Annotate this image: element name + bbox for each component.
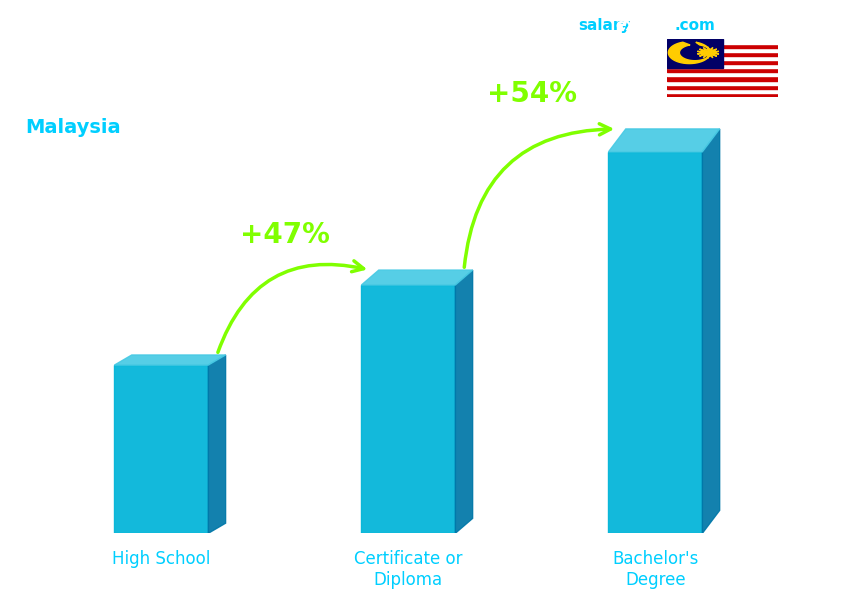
Bar	[667, 88, 778, 93]
Bar	[667, 39, 778, 44]
Bar	[667, 68, 778, 72]
Bar	[667, 52, 778, 56]
Bar	[667, 93, 778, 97]
Bar	[667, 39, 722, 68]
Text: Salary Comparison By Education: Salary Comparison By Education	[26, 18, 534, 46]
Polygon shape	[208, 355, 225, 533]
Bar	[667, 44, 778, 48]
Polygon shape	[115, 355, 225, 365]
Polygon shape	[668, 42, 711, 64]
Bar	[667, 64, 778, 68]
Text: .com: .com	[674, 18, 715, 33]
Bar	[667, 85, 778, 88]
Text: 3,810 MYR: 3,810 MYR	[551, 106, 642, 121]
Polygon shape	[115, 365, 208, 533]
Text: Malaysia: Malaysia	[26, 118, 121, 137]
Polygon shape	[697, 47, 719, 58]
Polygon shape	[361, 270, 473, 285]
Polygon shape	[609, 152, 702, 533]
Bar	[667, 81, 778, 85]
Polygon shape	[702, 129, 720, 533]
Text: explorer: explorer	[615, 18, 688, 33]
Polygon shape	[456, 270, 473, 533]
Text: +54%: +54%	[487, 80, 577, 108]
Polygon shape	[609, 129, 720, 152]
Bar	[667, 60, 778, 64]
Text: Teller: Teller	[26, 82, 77, 101]
Polygon shape	[361, 285, 456, 533]
Bar	[667, 56, 778, 60]
Text: +47%: +47%	[240, 221, 330, 249]
Text: 1,680 MYR: 1,680 MYR	[56, 332, 148, 347]
Bar	[667, 72, 778, 76]
Text: 2,480 MYR: 2,480 MYR	[303, 247, 395, 262]
Text: salary: salary	[578, 18, 631, 33]
Text: Average Monthly Salary: Average Monthly Salary	[832, 241, 842, 365]
Bar	[667, 48, 778, 52]
Bar	[667, 76, 778, 81]
